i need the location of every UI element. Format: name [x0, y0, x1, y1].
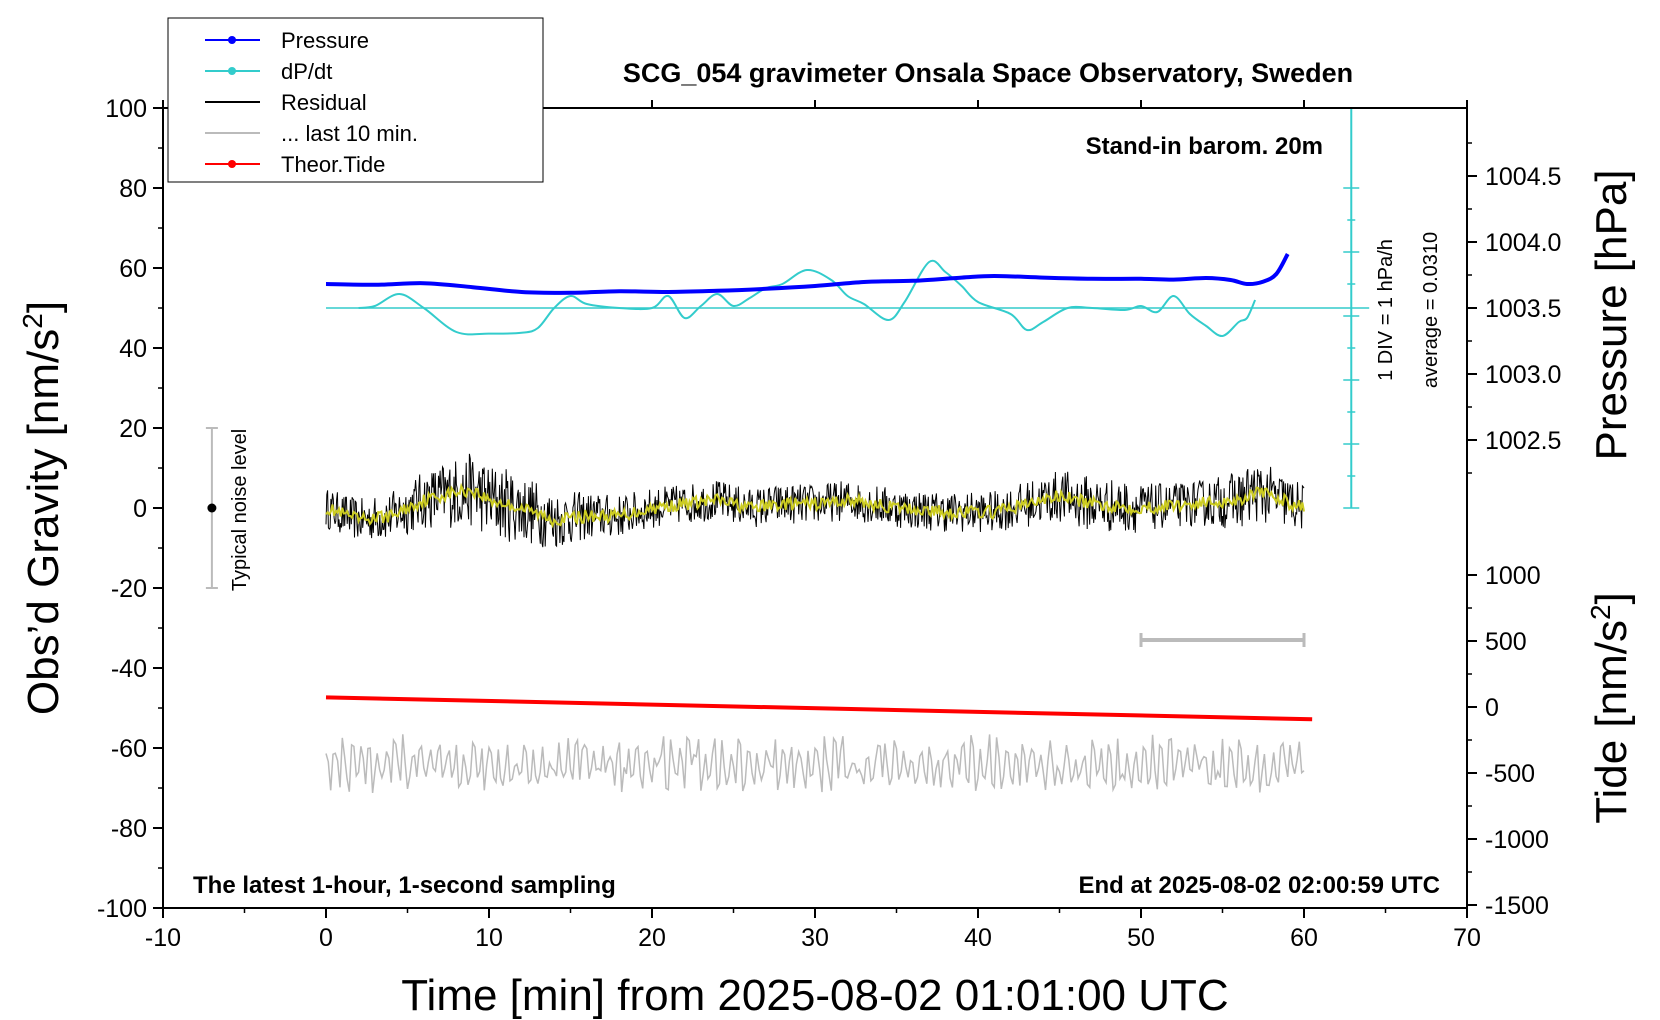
div-scale-label: 1 DIV = 1 hPa/h: [1375, 239, 1397, 381]
y-tick-label: 20: [119, 415, 147, 443]
x-tick-label: 0: [319, 924, 333, 952]
y-axis-title-tide-sup: 2: [1585, 604, 1616, 620]
x-tick-label: 40: [964, 924, 992, 952]
pressure-series-line: [325, 253, 1290, 295]
x-tick-label: 30: [801, 924, 829, 952]
stand-in-barometer-note: Stand-in barom. 20m: [1086, 133, 1323, 160]
legend-box: [167, 17, 544, 183]
y-axis-title-left-main: Obs’d Gravity [nm/s: [19, 329, 68, 715]
y-tick-label: -40: [111, 655, 147, 683]
y-tick-label: -60: [111, 735, 147, 763]
y-tick-label: 60: [119, 255, 147, 283]
y-tick-label: 100: [105, 95, 147, 123]
x-tick-label: 70: [1453, 924, 1481, 952]
pressure-tick-label: 1004.0: [1485, 229, 1561, 257]
x-axis-title: Time [min] from 2025-08-02 01:01:00 UTC: [401, 971, 1228, 1020]
x-tick-label: 60: [1290, 924, 1318, 952]
y-axis-title-left: Obs’d Gravity [nm/s2]: [17, 301, 68, 715]
legend-marker: [228, 36, 236, 44]
chart-title: SCG_054 gravimeter Onsala Space Observat…: [623, 58, 1353, 88]
tide-tick-label: -1000: [1485, 826, 1549, 854]
ticks-layer: -10 0 10 20 30 40 50 60 70-100-80-60-40-20020406…: [97, 95, 1562, 952]
pressure-tick-label: 1003.0: [1485, 361, 1561, 389]
y-tick-label: -100: [97, 895, 147, 923]
residual-smoothed-line: [325, 482, 1305, 529]
theoretical-tide-line: [325, 695, 1313, 722]
y-axis-title-pressure: Pressure [hPa]: [1587, 169, 1636, 460]
x-tick-label: -10: [145, 924, 181, 952]
y-tick-label: 80: [119, 175, 147, 203]
legend-marker: [228, 160, 236, 168]
pressure-tick-label: 1004.5: [1485, 163, 1561, 191]
latest-sampling-note: The latest 1-hour, 1-second sampling: [193, 872, 616, 899]
legend-label: Theor.Tide: [281, 152, 385, 177]
y-axis-title-tide-end: ]: [1587, 592, 1636, 604]
legend: Pressure dP/dt Residual ... last 10 min. The…: [167, 17, 544, 183]
tide-tick-label: -1500: [1485, 892, 1549, 920]
y-axis-title-left-end: ]: [19, 301, 68, 313]
legend-rows: Pressure dP/dt Residual ... last 10 min. The…: [205, 28, 418, 177]
pressure-tick-label: 1002.5: [1485, 427, 1561, 455]
pressure-tick-label: 1003.5: [1485, 295, 1561, 323]
y-axis-title-left-sup: 2: [17, 313, 48, 329]
legend-marker: [228, 67, 236, 75]
x-tick-label: 20: [638, 924, 666, 952]
tide-tick-label: 500: [1485, 628, 1527, 656]
series-layer: [205, 108, 1370, 793]
tide-tick-label: 0: [1485, 694, 1499, 722]
last-ten-min-line: [325, 734, 1305, 793]
x-tick-label: 50: [1127, 924, 1155, 952]
legend-label: ... last 10 min.: [281, 121, 418, 146]
legend-label: Residual: [281, 90, 367, 115]
dpdt-series-line: [358, 259, 1257, 338]
legend-label: dP/dt: [281, 59, 332, 84]
tide-tick-label: -500: [1485, 760, 1535, 788]
dpdt-average-label: average = 0.0310: [1420, 232, 1442, 388]
y-tick-label: 40: [119, 335, 147, 363]
noise-level-center-dot: [207, 503, 217, 513]
y-axis-title-tide-main: Tide [nm/s: [1587, 620, 1636, 824]
legend-label: Pressure: [281, 28, 369, 53]
y-tick-label: -80: [111, 815, 147, 843]
noise-level-label: Typical noise level: [229, 429, 251, 591]
y-tick-label: -20: [111, 575, 147, 603]
x-tick-label: 10: [475, 924, 503, 952]
end-time-note: End at 2025-08-02 02:00:59 UTC: [1079, 872, 1441, 899]
residual-series-line: [325, 453, 1305, 548]
y-tick-label: 0: [133, 495, 147, 523]
tide-tick-label: 1000: [1485, 562, 1541, 590]
y-axis-title-tide: Tide [nm/s2]: [1585, 592, 1636, 824]
